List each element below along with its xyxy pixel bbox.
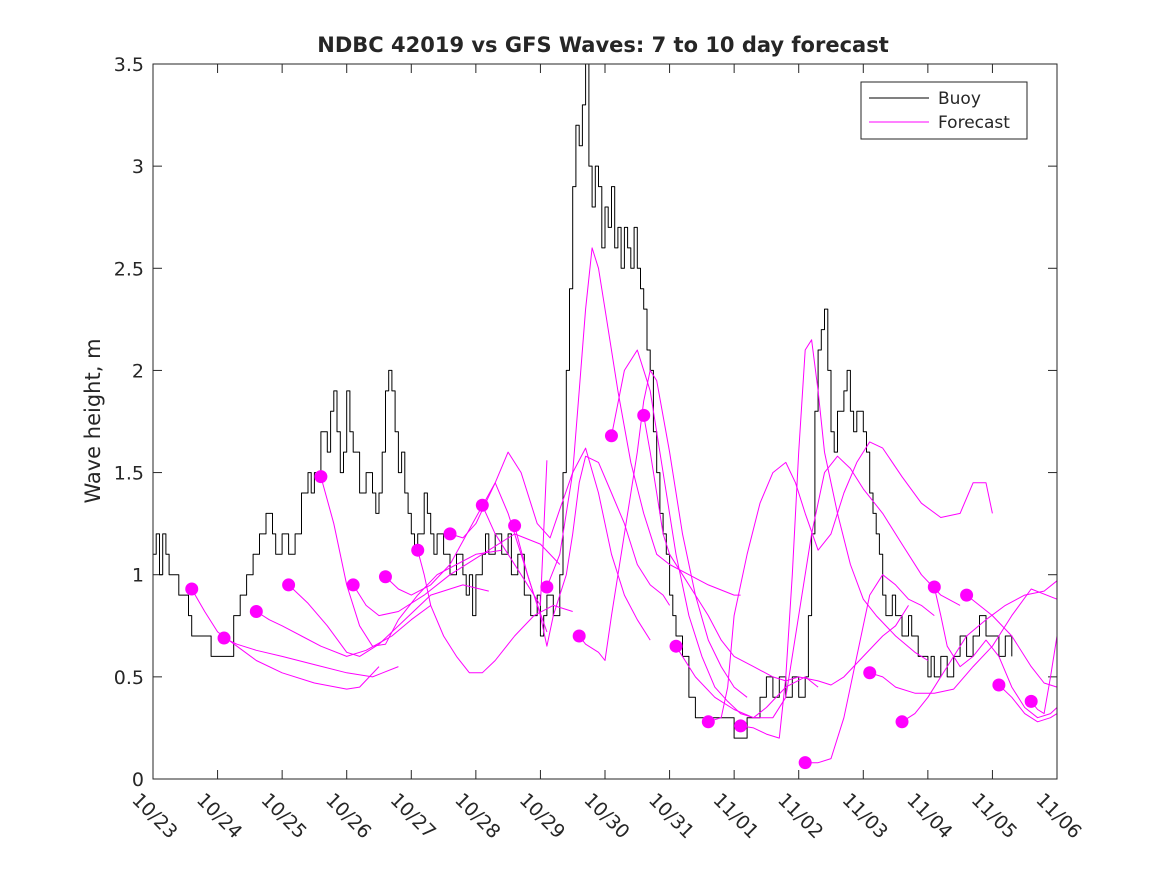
forecast-series-line-19 <box>805 574 935 764</box>
forecast-start-marker <box>863 666 877 680</box>
y-tick-label: 2.5 <box>114 258 144 280</box>
forecast-series-line-6 <box>352 533 561 617</box>
forecast-start-marker <box>895 715 909 729</box>
forecast-start-marker <box>798 756 812 770</box>
legend-label-buoy: Buoy <box>938 89 981 109</box>
legend: Buoy Forecast <box>860 81 1028 140</box>
series-layer <box>153 63 1058 764</box>
y-tick-label: 1 <box>132 565 144 587</box>
forecast-start-marker <box>572 629 586 643</box>
forecast-start-marker <box>701 715 715 729</box>
forecast-start-marker <box>314 470 328 484</box>
forecast-series-line-13 <box>578 369 748 698</box>
forecast-series-line-16 <box>675 455 961 719</box>
forecast-series-line-10 <box>481 455 671 647</box>
y-tick-label: 3 <box>132 156 144 178</box>
y-tick-label: 0 <box>132 769 144 791</box>
plot-border <box>152 63 1058 780</box>
forecast-start-marker <box>734 719 748 733</box>
forecast-start-marker <box>217 631 231 645</box>
forecast-series-line-11 <box>514 460 548 606</box>
legend-box <box>860 81 1028 140</box>
forecast-start-marker <box>346 578 360 592</box>
y-tick-label: 0.5 <box>114 667 144 689</box>
forecast-series-line-24 <box>998 684 1058 723</box>
forecast-series-line-8 <box>417 550 573 674</box>
forecast-series-line-22 <box>933 586 1058 719</box>
forecast-series-line-20 <box>869 588 1058 694</box>
forecast-start-marker <box>185 582 199 596</box>
forecast-start-marker <box>992 678 1006 692</box>
forecast-start-marker <box>927 580 941 594</box>
forecast-start-marker <box>960 588 974 602</box>
forecast-start-marker <box>1024 694 1038 708</box>
forecast-series-line-14 <box>611 349 819 719</box>
y-tick-label: 3.5 <box>114 54 144 76</box>
forecast-start-marker <box>411 543 425 557</box>
forecast-start-marker <box>508 519 522 533</box>
forecast-series-line-17 <box>708 441 993 723</box>
forecast-series-line-18 <box>740 339 929 739</box>
forecast-series-line-21 <box>901 580 1058 723</box>
forecast-series-line-25 <box>1030 635 1058 715</box>
forecast-start-marker <box>282 578 296 592</box>
forecast-start-marker <box>604 429 618 443</box>
forecast-start-marker <box>475 498 489 512</box>
forecast-start-marker <box>378 570 392 584</box>
forecast-start-marker <box>249 604 263 618</box>
legend-label-forecast: Forecast <box>938 113 1010 133</box>
forecast-series-line-3 <box>256 604 431 657</box>
y-tick-label: 1.5 <box>114 463 144 485</box>
forecast-series-line-15 <box>643 415 909 686</box>
forecast-series-line-23 <box>966 594 1058 688</box>
y-axis-label: Wave height, m <box>81 338 105 503</box>
forecast-markers <box>185 408 1038 770</box>
forecast-series-line-12 <box>546 247 741 596</box>
forecast-start-marker <box>637 408 651 422</box>
forecast-start-marker <box>443 527 457 541</box>
forecast-series-line-4 <box>288 584 489 657</box>
plot-area <box>153 64 1057 779</box>
chart-title: NDBC 42019 vs GFS Waves: 7 to 10 day for… <box>317 33 888 57</box>
forecast-series-line-2 <box>223 637 399 678</box>
forecast-series-line-5 <box>320 476 502 647</box>
buoy-series-line <box>153 63 1013 739</box>
forecast-start-marker <box>669 639 683 653</box>
forecast-series-line-1 <box>191 588 380 690</box>
forecast-start-marker <box>540 580 554 594</box>
y-tick-label: 2 <box>132 360 144 382</box>
